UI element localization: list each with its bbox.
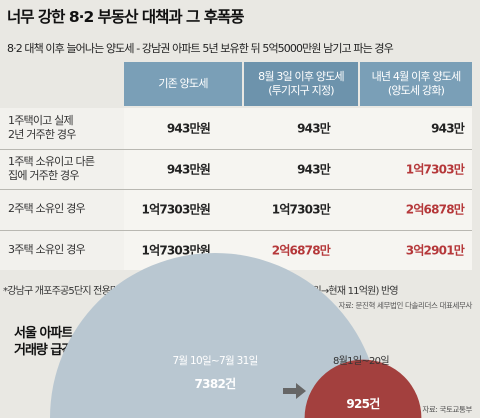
semicircle-value-label: 7382건 — [194, 377, 237, 391]
table-cell: 2억6878만 — [405, 202, 465, 217]
column-header-line1: 내년 4월 이후 양도세 — [371, 70, 462, 83]
semicircle-august — [304, 359, 422, 418]
volume-source: 자료: 국토교통부 — [422, 405, 472, 414]
table-cell: 943만원 — [166, 162, 211, 177]
row-label-line1: 2주택 소유인 경우 — [8, 202, 86, 216]
table-cell: 1억7303만원 — [141, 202, 211, 217]
row-label: 3주택 소유인 경우 — [8, 243, 122, 257]
column-header-august: 8월 3일 이후 양도세 (투기지구 지정) — [244, 62, 358, 106]
table-cell: 3억2901만 — [405, 243, 465, 258]
row-divider — [0, 189, 472, 190]
table-cell: 943만 — [297, 162, 331, 177]
semicircle-value-label: 925건 — [346, 397, 380, 411]
semicircle-period-label: 7월 10일~7월 31일 — [172, 355, 258, 367]
column-header-line1: 기존 양도세 — [158, 77, 208, 90]
row-divider — [0, 229, 472, 231]
table-row: 3주택 소유인 경우 1억7303만원 2억6878만 3억2901만 — [0, 230, 472, 271]
row-label-line1: 3주택 소유인 경우 — [8, 242, 86, 256]
row-label-line1: 1주택이고 실제 — [8, 114, 74, 128]
semicircle-period-label: 8월1일~20일 — [333, 356, 390, 367]
chart-title: 너무 강한 8·2 부동산 대책과 그 후폭풍 — [7, 8, 244, 26]
column-header-line2: (양도세 강화) — [387, 84, 445, 97]
arrow-right-icon — [283, 383, 306, 399]
row-label-line2: 2년 거주한 경우 — [8, 128, 76, 142]
table-cell: 943만원 — [166, 121, 211, 136]
table-row: 2주택 소유인 경우 1억7303만원 1억7303만 2억6878만 — [0, 189, 472, 230]
chart-subtitle: 8·2 대책 이후 늘어나는 양도세 - 강남권 아파트 5년 보유한 뒤 5억… — [7, 42, 394, 55]
row-divider — [0, 148, 472, 150]
row-label: 1주택 소유이고 다른 집에 거주한 경우 — [8, 155, 122, 183]
table-cell: 1억7303만 — [405, 162, 465, 177]
table-source: 자료: 문진혁 세무법인 다솔리더스 대표세무사 — [338, 301, 472, 310]
column-header-line2: (투기지구 지정) — [268, 84, 334, 97]
table-row: 1주택 소유이고 다른 집에 거주한 경우 943만원 943만 1억7303만 — [0, 149, 472, 190]
tax-table: 기존 양도세 8월 3일 이후 양도세 (투기지구 지정) 내년 4월 이후 양… — [0, 62, 472, 274]
row-label: 1주택이고 실제 2년 거주한 경우 — [8, 114, 122, 142]
table-cell: 2억6878만 — [271, 243, 331, 258]
row-label-line2: 집에 거주한 경우 — [8, 168, 79, 182]
table-cell: 1억7303만원 — [141, 243, 211, 258]
table-cell: 943만 — [297, 121, 331, 136]
volume-title-line1: 서울 아파트 — [14, 326, 73, 341]
row-label-line1: 1주택 소유이고 다른 — [8, 154, 95, 168]
column-header-next-april: 내년 4월 이후 양도세 (양도세 강화) — [360, 62, 472, 106]
volume-chart-title: 서울 아파트 거래량 급감 — [14, 325, 73, 359]
table-cell: 1억7303만 — [271, 202, 331, 217]
column-header-line1: 8월 3일 이후 양도세 — [258, 70, 345, 83]
table-row: 1주택이고 실제 2년 거주한 경우 943만원 943만 943만 — [0, 108, 472, 149]
volume-title-line2: 거래량 급감 — [14, 343, 73, 358]
semicircle-july — [50, 253, 380, 418]
table-cell: 943만 — [431, 121, 465, 136]
row-label: 2주택 소유인 경우 — [8, 202, 122, 216]
column-header-current: 기존 양도세 — [124, 62, 242, 106]
